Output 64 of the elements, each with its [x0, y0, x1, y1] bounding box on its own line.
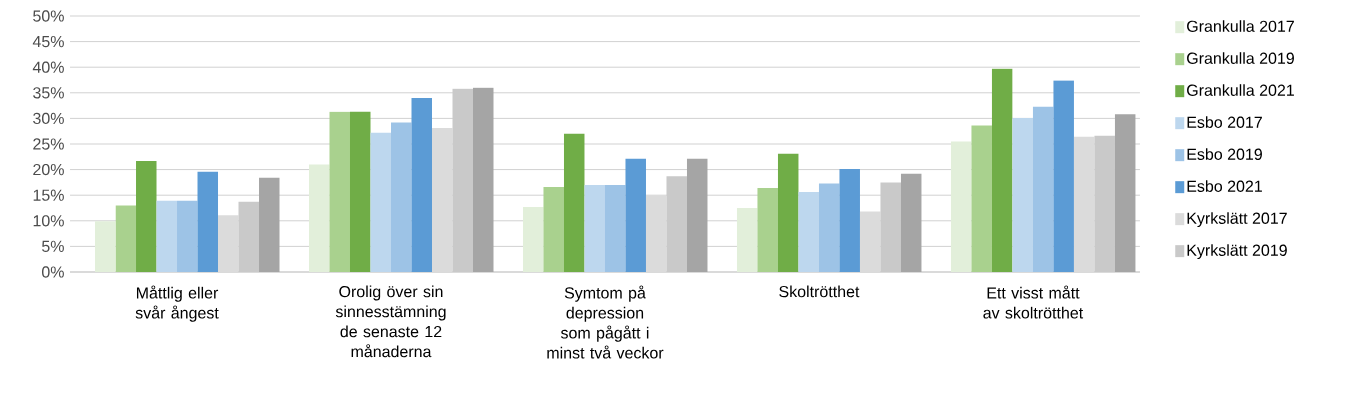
bar: [1053, 80, 1074, 272]
bar: [777, 153, 799, 272]
bar: [1012, 117, 1033, 272]
y-tick-label: 30%: [33, 112, 64, 125]
bar: [859, 211, 881, 272]
legend-label: Esbo 2021: [1187, 180, 1262, 192]
y-tick-label: 40%: [32, 61, 64, 73]
bar: [645, 195, 667, 272]
bar: [350, 111, 371, 272]
bar: [798, 192, 819, 272]
bar: [473, 87, 494, 272]
bar: [197, 171, 219, 272]
bar: [1032, 106, 1054, 272]
bar: [757, 188, 778, 272]
y-tick-label: 15%: [33, 189, 64, 201]
bar: [1073, 136, 1095, 272]
legend-label: Kyrkslätt 2019: [1187, 244, 1287, 260]
bar: [411, 97, 432, 272]
bar: [604, 184, 626, 272]
bar: [991, 68, 1013, 272]
x-tick-label: Ett visst mått av skoltrötthet: [983, 285, 1084, 319]
bar: [736, 207, 758, 272]
bar: [950, 141, 972, 272]
bar: [432, 128, 453, 272]
legend-label: Grankulla 2019: [1187, 52, 1294, 64]
y-tick-label: 20%: [33, 163, 64, 176]
y-tick-label: 45%: [32, 35, 64, 48]
y-tick-label: 50%: [33, 10, 64, 22]
legend-label: Esbo 2019: [1187, 148, 1262, 160]
bar: [543, 187, 564, 272]
legend-label: Grankulla 2017: [1187, 20, 1294, 32]
bar: [818, 183, 840, 272]
x-tick-label: Orolig över sin sinnesstämning de senaste 12 månaderna: [335, 285, 446, 358]
bar: [522, 206, 544, 272]
bar: [115, 205, 137, 272]
bar: [177, 200, 198, 272]
bar: [259, 177, 280, 272]
y-tick-label: 10%: [33, 215, 64, 227]
bar: [218, 215, 239, 272]
y-tick-label: 25%: [33, 138, 64, 150]
bar: [136, 160, 157, 272]
bar: [584, 184, 605, 272]
bar: [686, 158, 708, 272]
bar: [900, 173, 922, 272]
y-tick-label: 35%: [33, 87, 64, 99]
x-tick-label: Måttlig eller svår ångest: [135, 285, 219, 322]
bar: [329, 111, 350, 272]
bar: [1114, 114, 1136, 272]
bar: [563, 133, 585, 272]
y-tick-label: 5%: [42, 240, 64, 253]
bar: [370, 132, 391, 272]
bar: [391, 122, 412, 272]
legend-label: Esbo 2017: [1187, 116, 1262, 128]
bar: [95, 221, 116, 272]
bar: [156, 200, 178, 272]
x-tick-label: Skoltrötthet: [779, 285, 860, 298]
bar: [971, 125, 992, 272]
bar: [625, 158, 646, 272]
bar: [839, 169, 860, 272]
y-tick-label: 0%: [41, 266, 64, 278]
legend-label: Kyrkslätt 2017: [1187, 212, 1287, 228]
bar: [309, 164, 330, 272]
legend-label: Grankulla 2021: [1187, 84, 1294, 96]
x-tick-label: Symtom på depression som pågått i minst två veckor: [547, 285, 664, 359]
